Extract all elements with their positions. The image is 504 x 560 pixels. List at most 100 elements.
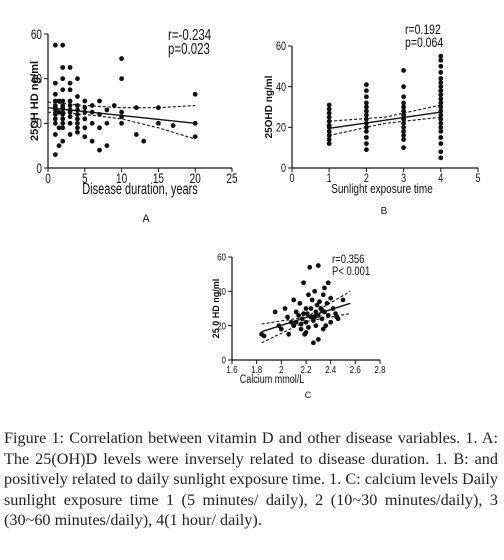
x-tick-label: 2.8 bbox=[374, 364, 385, 375]
data-point bbox=[401, 104, 406, 110]
data-point bbox=[296, 312, 301, 318]
data-point bbox=[89, 138, 95, 144]
data-point bbox=[326, 102, 332, 108]
data-point bbox=[75, 125, 80, 131]
chart-panel-b: 0 1 2 3 4 5 0 20 40 60 Sunlight exposure time 25OHD… bbox=[264, 22, 481, 217]
data-point bbox=[364, 147, 369, 153]
x-tick-label: 0 bbox=[45, 170, 51, 186]
y-tick-label: 20 bbox=[276, 122, 286, 134]
data-point bbox=[326, 129, 332, 134]
data-point bbox=[438, 53, 444, 59]
data-point bbox=[52, 120, 58, 126]
data-point bbox=[311, 340, 316, 346]
data-point bbox=[52, 91, 58, 97]
data-point bbox=[438, 112, 444, 118]
data-point bbox=[308, 306, 314, 311]
x-tick-label: 10 bbox=[116, 170, 127, 186]
data-point bbox=[438, 116, 444, 122]
data-point bbox=[438, 149, 444, 155]
data-point bbox=[438, 135, 444, 140]
y-axis-label: 25 0 HD ng/ml bbox=[211, 279, 221, 339]
data-point bbox=[60, 76, 66, 82]
data-point bbox=[306, 292, 311, 298]
x-tick-label: 15 bbox=[153, 170, 164, 186]
x-tick-label: 20 bbox=[190, 170, 201, 186]
data-point bbox=[325, 280, 331, 286]
data-point bbox=[60, 120, 66, 126]
regression-line bbox=[329, 111, 441, 130]
data-point bbox=[133, 132, 139, 137]
stats-annotation: P< 0.001 bbox=[332, 265, 370, 278]
data-point bbox=[438, 92, 444, 98]
y-tick-label: 0 bbox=[281, 163, 286, 175]
y-tick-label: 60 bbox=[31, 26, 42, 42]
data-point bbox=[261, 333, 267, 339]
ci-upper-line bbox=[47, 101, 196, 109]
data-point bbox=[52, 42, 58, 48]
ci-upper-line bbox=[329, 104, 441, 122]
data-point bbox=[67, 132, 73, 137]
data-point bbox=[67, 120, 73, 126]
data-point bbox=[438, 155, 444, 161]
data-point bbox=[82, 116, 88, 122]
data-point bbox=[52, 132, 58, 137]
x-tick-label: 2.2 bbox=[300, 364, 311, 375]
regression-line bbox=[261, 302, 351, 333]
x-tick-label: 2 bbox=[364, 173, 369, 185]
x-tick-label: 5 bbox=[82, 170, 88, 186]
data-point bbox=[438, 70, 444, 75]
x-tick-label: 1.8 bbox=[251, 364, 262, 375]
ci-lower-line bbox=[261, 313, 351, 344]
data-point bbox=[89, 120, 95, 126]
data-point bbox=[438, 100, 444, 106]
data-point bbox=[60, 65, 66, 70]
data-point bbox=[326, 114, 332, 120]
data-point bbox=[326, 141, 332, 147]
x-tick-label: 2.4 bbox=[325, 364, 336, 375]
data-point bbox=[313, 323, 319, 329]
data-point bbox=[52, 152, 58, 158]
data-point bbox=[192, 134, 198, 140]
stats-annotation: r=-0.234 bbox=[168, 25, 211, 43]
data-point bbox=[401, 129, 406, 134]
y-tick-label: 40 bbox=[217, 286, 226, 297]
data-point bbox=[317, 299, 322, 305]
y-tick-label: 20 bbox=[31, 116, 42, 132]
figure-caption: Figure 1: Correlation between vitamin D … bbox=[4, 429, 498, 529]
data-point bbox=[309, 297, 315, 303]
data-point bbox=[52, 80, 58, 86]
x-tick-label: 5 bbox=[476, 173, 481, 185]
data-point bbox=[364, 112, 369, 118]
data-point bbox=[325, 312, 331, 318]
data-point bbox=[75, 76, 80, 82]
data-point bbox=[364, 141, 369, 147]
data-point bbox=[293, 309, 299, 315]
ci-lower-line bbox=[329, 116, 441, 137]
data-point bbox=[322, 285, 327, 291]
data-point bbox=[301, 311, 306, 317]
data-point bbox=[438, 63, 444, 69]
data-point bbox=[364, 82, 369, 88]
y-tick-label: 0 bbox=[222, 355, 226, 366]
data-point bbox=[315, 337, 321, 342]
x-tick-label: 2 bbox=[279, 364, 283, 375]
x-tick-label: 2.6 bbox=[350, 364, 361, 375]
data-point bbox=[401, 94, 406, 100]
data-point bbox=[364, 129, 369, 134]
data-point bbox=[75, 112, 80, 117]
data-point bbox=[401, 145, 406, 151]
data-point bbox=[286, 331, 292, 337]
data-point bbox=[328, 295, 334, 301]
data-point bbox=[364, 116, 369, 122]
data-point bbox=[326, 110, 332, 116]
data-point bbox=[104, 143, 110, 149]
data-point bbox=[67, 114, 73, 120]
data-point bbox=[298, 321, 304, 327]
data-point bbox=[67, 65, 73, 70]
panel-label: A bbox=[142, 213, 150, 225]
data-point bbox=[303, 306, 309, 311]
data-point bbox=[60, 87, 66, 93]
y-tick-label: 60 bbox=[276, 41, 286, 53]
data-point bbox=[438, 76, 444, 81]
data-point bbox=[82, 98, 88, 104]
